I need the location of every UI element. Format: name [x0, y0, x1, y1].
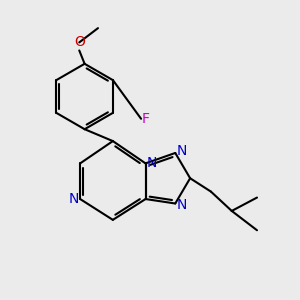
Text: N: N [147, 156, 158, 170]
Text: F: F [142, 112, 149, 126]
Text: N: N [177, 145, 187, 158]
Text: N: N [68, 192, 79, 206]
Text: N: N [177, 198, 187, 212]
Text: O: O [74, 35, 85, 50]
